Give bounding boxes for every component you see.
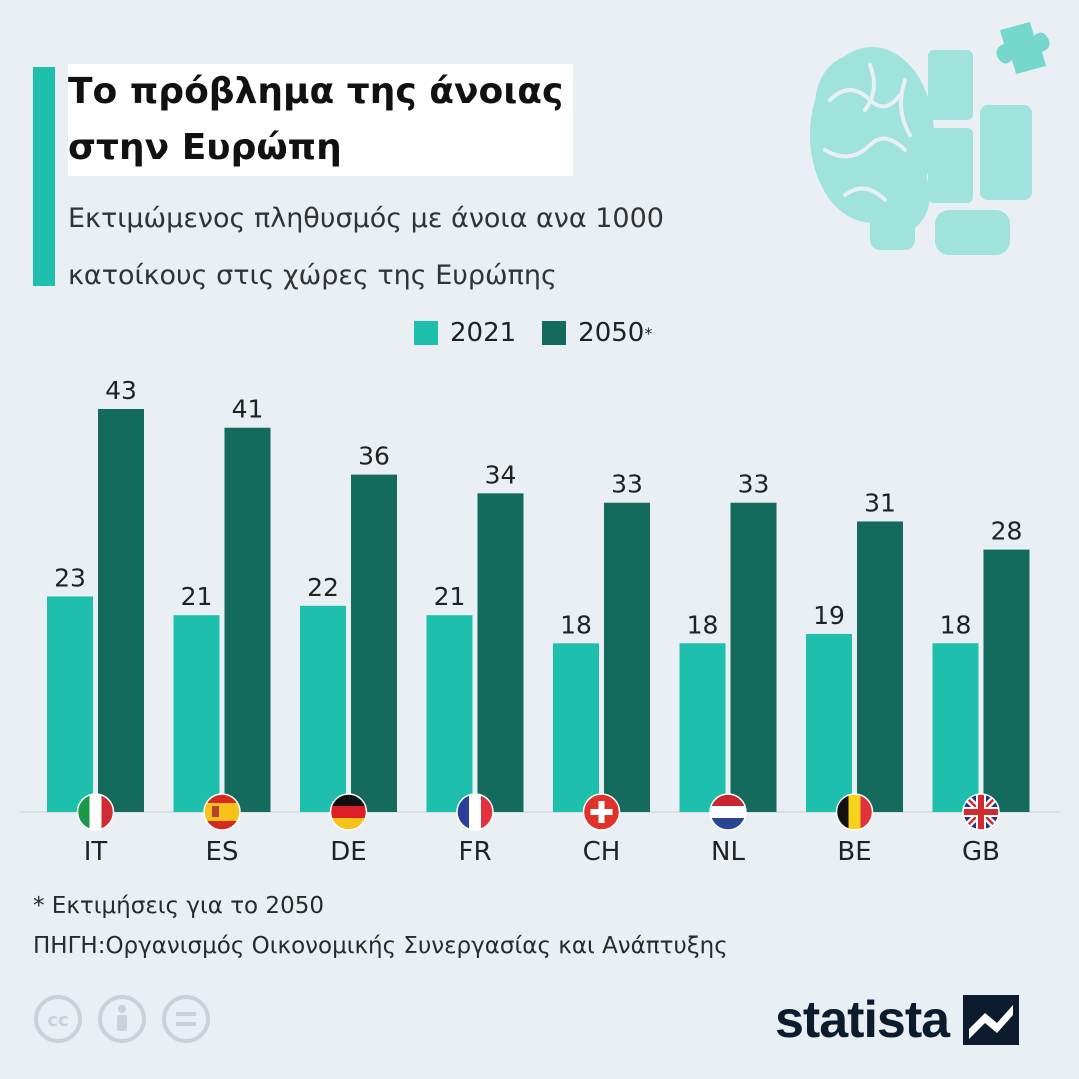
data-label-es-2050: 41: [232, 395, 264, 424]
data-label-be-2050: 31: [864, 488, 896, 517]
data-label-gb-2021: 18: [940, 610, 972, 639]
x-tick-label-fr: FR: [458, 837, 491, 867]
data-label-gb-2050: 28: [991, 517, 1023, 546]
x-tick-label-de: DE: [330, 837, 366, 867]
germany-flag-icon-border: [329, 793, 368, 831]
data-label-fr-2021: 21: [434, 582, 466, 611]
x-tick-label-nl: NL: [711, 837, 745, 867]
bar-nl-2021: [679, 643, 726, 812]
legend-swatch-2050: [542, 321, 567, 345]
chart-subtitle: Εκτιμώμενος πληθυσμός με άνοια ανα 1000 …: [68, 190, 664, 304]
x-tick-label-ch: CH: [583, 837, 621, 867]
data-label-de-2021: 22: [307, 573, 339, 602]
bar-de-2021: [300, 605, 346, 812]
bar-be-2021: [806, 633, 852, 812]
bar-it-2021: [47, 596, 93, 812]
chart-legend: 2021 2050 *: [414, 318, 678, 348]
title-line-2: στην Ευρώπη: [68, 120, 574, 176]
data-label-ch-2021: 18: [560, 610, 592, 639]
bar-it-2050: [98, 409, 144, 812]
bar-es-2050: [224, 427, 271, 812]
subtitle-line-2: κατοίκους στις χώρες της Ευρώπης: [68, 260, 557, 291]
title-line-1: Το πρόβλημα της άνοιας: [68, 64, 574, 120]
no-derivatives-icon: [162, 995, 210, 1043]
legend-item-2050: 2050 *: [542, 318, 652, 348]
attribution-icon: [98, 995, 146, 1043]
bar-gb-2050: [983, 549, 1030, 812]
data-label-nl-2050: 33: [738, 470, 770, 499]
cc-icon: cc: [34, 995, 82, 1043]
united-kingdom-flag-icon: [963, 794, 999, 830]
chart-title: Το πρόβλημα της άνοιας στην Ευρώπη: [68, 64, 574, 176]
switzerland-flag-icon-border: [582, 793, 621, 831]
data-label-it-2050: 43: [105, 376, 137, 405]
data-label-es-2021: 21: [181, 582, 213, 611]
bar-de-2050: [351, 474, 397, 812]
x-tick-label-gb: GB: [962, 837, 1000, 867]
statista-brand: statista: [775, 990, 1020, 1050]
source-note: ΠΗΓΗ:Οργανισμός Οικονομικής Συνεργασίας …: [33, 933, 728, 959]
legend-item-2021: 2021: [414, 318, 516, 348]
footnote: * Εκτιμήσεις για το 2050: [33, 893, 324, 919]
data-label-nl-2021: 18: [687, 610, 719, 639]
license-icons: cc: [33, 994, 225, 1044]
united-kingdom-flag-icon-border: [962, 793, 1000, 831]
bar-gb-2021: [932, 643, 979, 812]
bar-chart: 23 43 IT 21 41 ES 22 36 DE 21 34 FR 18 33 CH 18 33 NL 19 31…: [20, 376, 1060, 867]
brain-puzzle-icon: [810, 22, 1050, 255]
x-tick-label-it: IT: [84, 837, 108, 867]
bar-es-2021: [173, 615, 220, 812]
data-label-be-2021: 19: [813, 601, 845, 630]
legend-swatch-2021: [414, 321, 438, 345]
x-tick-label-be: BE: [837, 837, 871, 867]
title-accent-bar: [33, 67, 55, 286]
bar-be-2050: [857, 521, 903, 812]
data-label-de-2050: 36: [358, 442, 390, 471]
x-tick-label-es: ES: [206, 837, 239, 867]
data-label-ch-2050: 33: [611, 470, 643, 499]
spain-flag-icon-border: [203, 793, 241, 831]
data-label-fr-2050: 34: [485, 460, 517, 489]
netherlands-flag-icon-border: [709, 793, 747, 831]
bar-nl-2050: [730, 502, 777, 812]
spain-flag-icon: [204, 794, 240, 830]
belgium-flag-icon-border: [835, 793, 874, 831]
bar-ch-2021: [553, 643, 599, 812]
bar-fr-2050: [477, 493, 524, 812]
data-label-it-2021: 23: [54, 563, 86, 592]
legend-asterisk: *: [644, 323, 653, 343]
subtitle-line-1: Εκτιμώμενος πληθυσμός με άνοια ανα 1000: [68, 203, 664, 234]
italy-flag-icon-border: [76, 793, 115, 831]
bar-ch-2050: [604, 502, 650, 812]
brand-name: statista: [775, 991, 950, 1049]
statista-logo-icon: [963, 995, 1020, 1045]
bar-fr-2021: [426, 615, 473, 812]
switzerland-flag-icon: [583, 794, 620, 830]
legend-label-2021: 2021: [450, 318, 517, 348]
legend-label-2050: 2050: [578, 318, 645, 348]
france-flag-icon-border: [456, 793, 494, 831]
svg-text:cc: cc: [47, 1010, 68, 1031]
